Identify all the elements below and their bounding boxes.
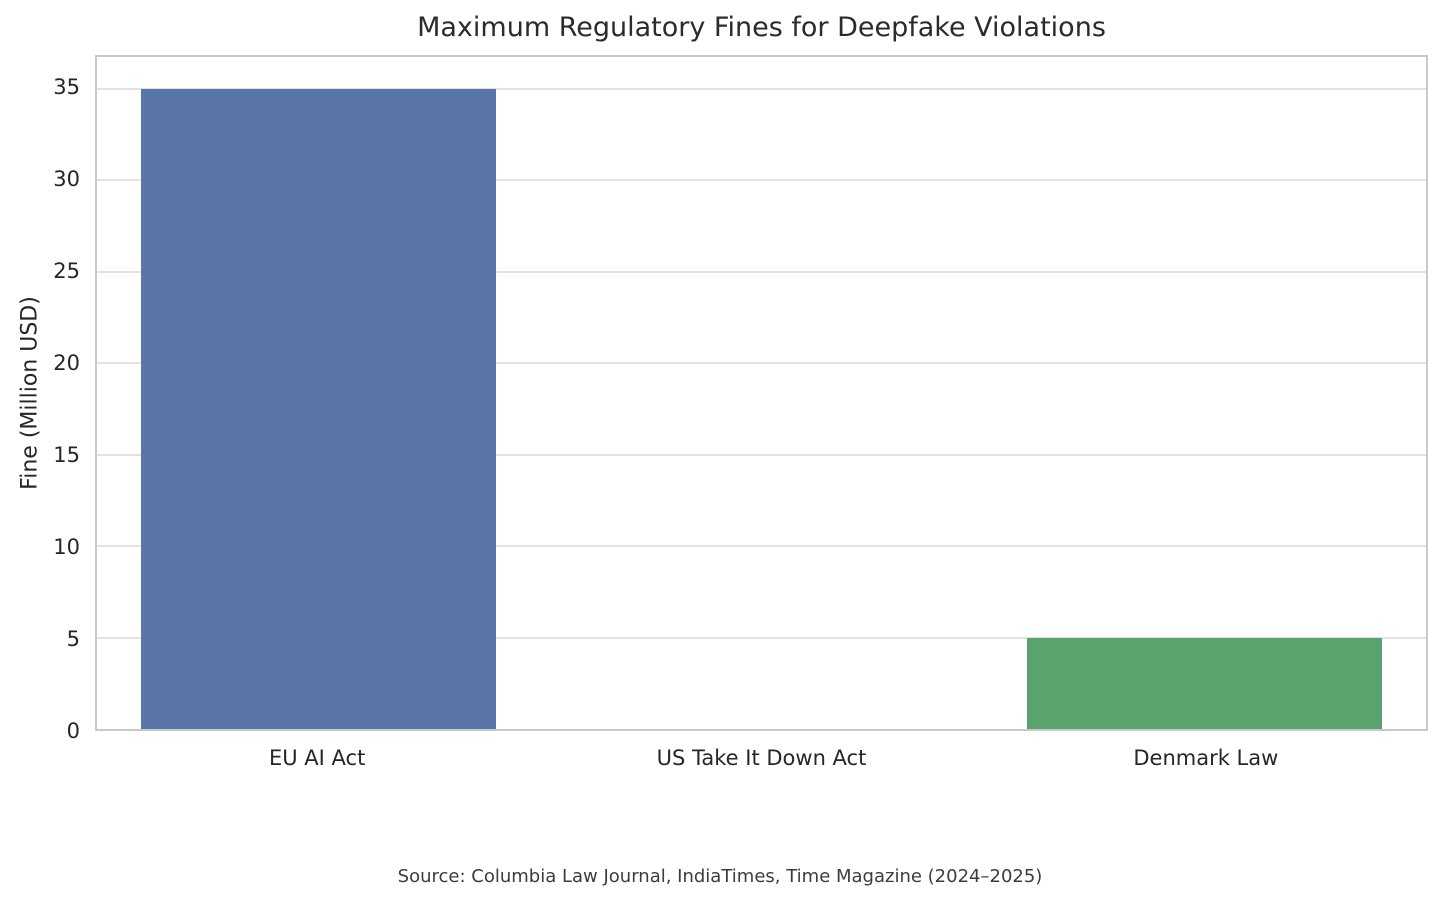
gridline [97,362,1426,365]
y-tick-label: 0 [66,719,80,743]
y-tick-labels: 0 5 10 15 20 25 30 35 [0,55,80,743]
source-note: Source: Columbia Law Journal, IndiaTimes… [397,866,1043,887]
bar-denmark-law [1027,637,1382,729]
y-tick-label: 20 [53,351,80,376]
chart-title: Maximum Regulatory Fines for Deepfake Vi… [417,12,1106,43]
x-tick-label: US Take It Down Act [656,746,867,770]
y-tick-label: 15 [53,443,80,468]
bar-eu-ai-act [141,89,496,729]
gridline [97,636,1426,639]
plot-area [95,55,1428,731]
x-tick-labels: EU AI Act US Take It Down Act Denmark Law [95,746,1428,778]
gridline [97,270,1426,273]
y-tick-label: 35 [53,75,80,100]
y-tick-label: 25 [53,259,80,284]
gridline [97,88,1426,90]
gridline [97,179,1426,182]
gridline [97,453,1426,456]
y-tick-label: 5 [66,627,80,652]
y-tick-label: 10 [53,535,80,560]
x-tick-label: EU AI Act [268,746,366,770]
x-tick-label: Denmark Law [1133,746,1279,770]
y-tick-label: 30 [53,167,80,192]
gridline [97,545,1426,548]
